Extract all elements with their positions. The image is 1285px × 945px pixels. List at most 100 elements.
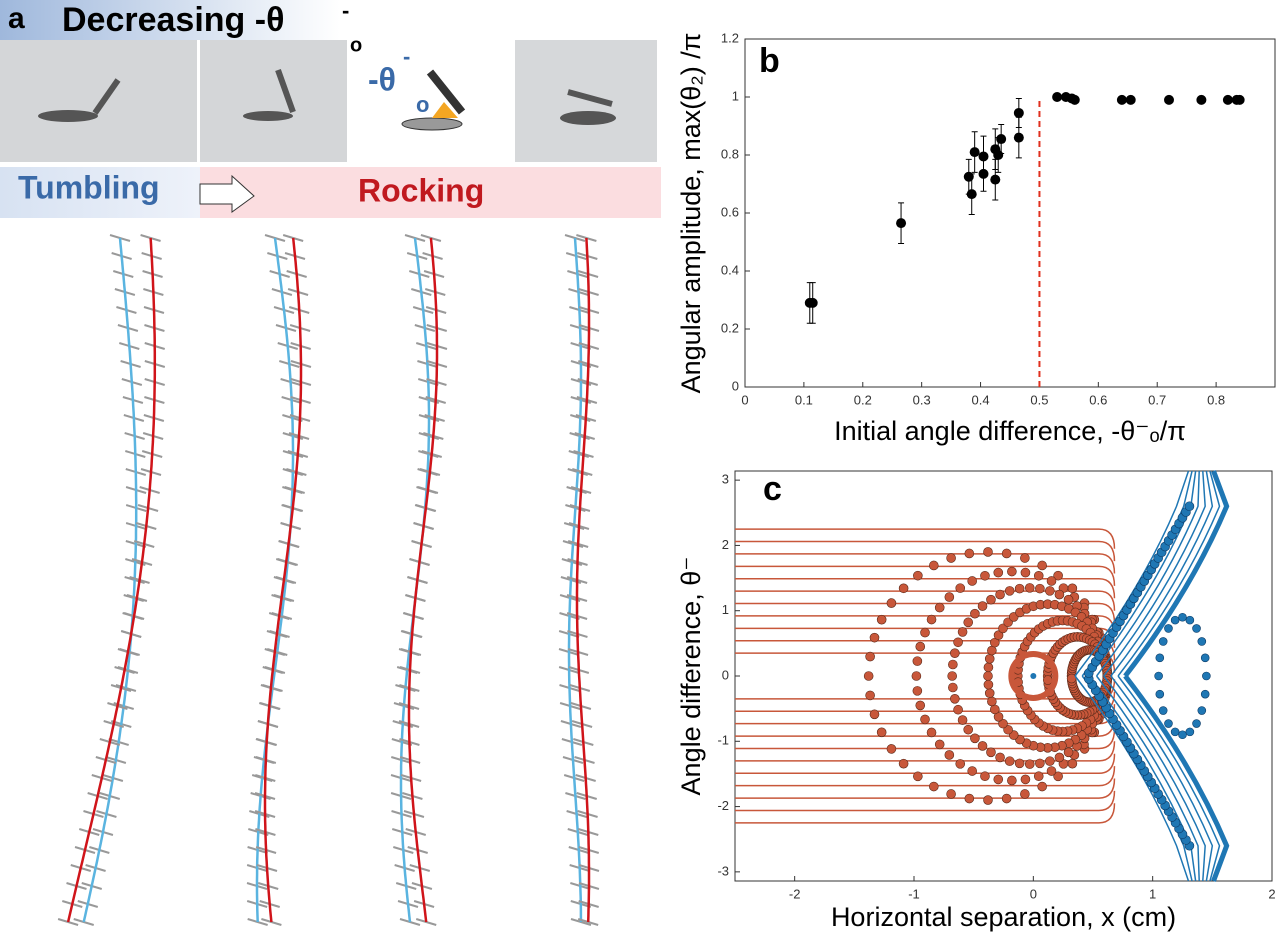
disk-trace <box>282 234 304 242</box>
orbit-point <box>1154 671 1163 681</box>
trajectory <box>735 741 1116 762</box>
orbit-point <box>912 686 923 696</box>
point <box>1164 94 1174 105</box>
y-tick-label: -2 <box>717 798 729 813</box>
orbit-point <box>1020 789 1030 799</box>
orbit-point <box>1004 586 1015 596</box>
trajectory <box>735 652 1116 673</box>
orbit-point <box>869 632 880 643</box>
orbit-point <box>993 630 1004 641</box>
y-tick-label: 0.6 <box>721 204 739 219</box>
orbit-point <box>1053 570 1063 581</box>
title-sub: o <box>350 34 362 56</box>
trajectory <box>66 237 157 923</box>
trajectory <box>1103 675 1206 882</box>
orbit-point <box>970 733 980 744</box>
orbit-point <box>1197 706 1207 715</box>
photo <box>0 40 197 162</box>
orbit-point <box>1178 730 1187 740</box>
trajectory <box>735 753 1116 775</box>
panel-title: Decreasing -θ <box>62 1 284 39</box>
point <box>969 147 980 158</box>
rocking-bar <box>200 167 661 218</box>
orbit-point <box>1192 719 1201 728</box>
orbit-point <box>953 637 963 648</box>
orbit-point <box>1184 501 1195 512</box>
y-axis-label: Angle difference, θ⁻ <box>676 557 706 796</box>
orbit-point <box>947 671 957 681</box>
trajectory <box>735 803 1116 824</box>
plot-frame <box>744 38 1276 388</box>
orbit-point <box>1020 567 1031 578</box>
trajectory <box>735 565 1116 586</box>
orbit-point <box>944 592 955 602</box>
orbit-point <box>977 741 988 751</box>
point <box>1125 94 1136 105</box>
trajectory <box>735 679 1116 700</box>
orbit-point <box>920 627 930 638</box>
orbit-point <box>983 547 993 557</box>
point <box>1196 94 1207 105</box>
x-axis-label: Initial angle difference, -θ⁻ₒ/π <box>834 416 1186 446</box>
orbit-point <box>963 617 974 628</box>
orbit-point <box>967 576 977 586</box>
orbit-point <box>950 694 960 704</box>
orbit-point <box>926 727 937 738</box>
point <box>807 297 818 308</box>
x-tick-label: 0.3 <box>913 392 931 407</box>
orbit-point <box>1007 566 1017 577</box>
orbit <box>1008 651 1059 701</box>
trajectory <box>1123 470 1230 678</box>
orbit-point <box>1045 756 1055 766</box>
panel-label: c <box>763 470 782 508</box>
orbit-point <box>920 714 930 725</box>
orbit-point <box>913 771 923 782</box>
panel-label: b <box>759 42 780 80</box>
trajectory <box>735 778 1116 799</box>
orbit-point <box>964 793 975 804</box>
y-axis-label: Angular amplitude, max(θ₂) /π <box>676 33 706 394</box>
disk <box>38 110 98 122</box>
orbit-point <box>1003 724 1013 735</box>
orbit-point <box>876 727 887 738</box>
y-tick-label: -1 <box>717 733 729 748</box>
y-tick-label: 2 <box>722 537 729 552</box>
orbit-point <box>913 570 923 581</box>
orbit-point <box>1170 615 1180 625</box>
trajectory <box>1110 470 1214 677</box>
orbit-point <box>948 682 958 693</box>
orbit-point <box>1197 637 1207 646</box>
orbit-point <box>984 688 995 698</box>
y-tick-label: 0.2 <box>721 320 739 335</box>
orbit-point <box>1037 560 1047 571</box>
orbit-point <box>1164 719 1173 728</box>
orbit-point <box>1024 583 1035 593</box>
trajectory <box>735 728 1116 750</box>
orbit-point <box>1054 589 1065 600</box>
orbit-point <box>1035 583 1045 594</box>
arrow <box>199 174 255 213</box>
inset-label: -θ <box>368 61 396 97</box>
orbit-point <box>1155 653 1165 663</box>
trajectory <box>735 553 1116 574</box>
disk <box>243 111 293 121</box>
point <box>996 134 1007 145</box>
point <box>1234 94 1245 105</box>
orbit-point <box>1185 727 1195 737</box>
y-tick-label: -3 <box>717 863 729 878</box>
trajectory <box>407 237 439 923</box>
orbit-point <box>944 750 955 760</box>
orbit-point <box>1001 548 1012 559</box>
orbit-point <box>977 601 988 611</box>
trajectory <box>1103 470 1206 677</box>
fixed-point <box>1030 673 1037 679</box>
photo <box>515 40 657 162</box>
orbit-point <box>1046 766 1057 776</box>
orbit-point <box>1200 689 1210 699</box>
orbit-point <box>1067 758 1078 769</box>
orbit-point <box>1004 756 1015 766</box>
trajectory <box>735 577 1116 599</box>
x-tick-label: 0 <box>741 392 748 407</box>
orbit-point <box>1045 586 1055 596</box>
orbit-point <box>869 709 880 720</box>
